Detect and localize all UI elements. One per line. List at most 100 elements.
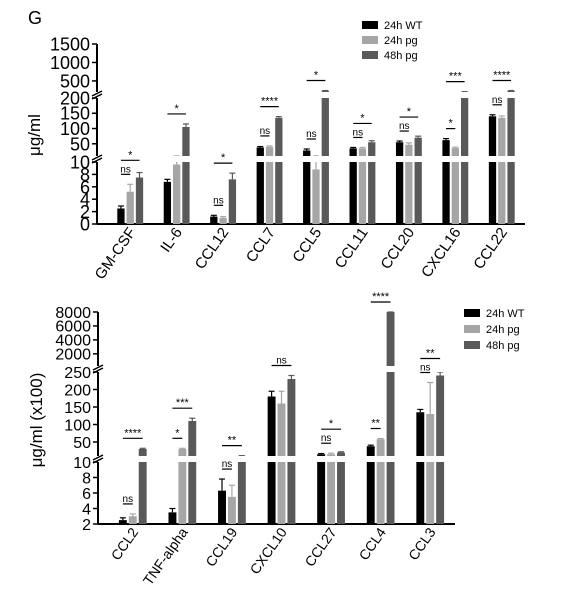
legend-swatch	[362, 21, 378, 29]
bar	[426, 414, 435, 524]
y-tick-label: 6	[80, 177, 90, 197]
axis-break-mark	[92, 454, 104, 461]
significance-label: *	[128, 149, 133, 161]
bar-break	[208, 92, 239, 98]
significance-label: *	[407, 106, 412, 118]
y-tick-label: 8	[82, 470, 91, 487]
y-tick-label: 1000	[50, 53, 90, 73]
bar-break	[265, 456, 298, 462]
category-label: CXCL10	[246, 524, 290, 577]
bar	[228, 179, 237, 224]
bar-break	[414, 456, 447, 462]
y-tick-label: 1500	[50, 34, 90, 54]
category-label: CCL4	[355, 524, 389, 563]
bar-break	[208, 156, 239, 162]
bar	[414, 137, 422, 224]
legend-swatch	[464, 325, 480, 333]
bar	[386, 312, 395, 524]
significance-label: ****	[493, 70, 511, 82]
y-tick-label: 10	[73, 455, 91, 472]
category-label: TNF-alpha	[140, 524, 191, 588]
category-label: CCL11	[332, 225, 372, 272]
y-tick-label: 2000	[55, 347, 91, 364]
bar-break	[216, 456, 248, 462]
significance-label: ns	[260, 126, 271, 137]
bar	[218, 490, 226, 524]
significance-label: ns	[276, 356, 287, 367]
y-tick-label: 4000	[55, 333, 91, 350]
bar	[227, 496, 236, 524]
bar	[128, 516, 137, 524]
bar	[237, 455, 246, 524]
bar	[405, 144, 413, 224]
legend-label: 24h WT	[486, 308, 525, 320]
y-tick-label: 500	[60, 71, 90, 91]
category-label: IL-6	[157, 225, 186, 256]
category-label: CCL5	[289, 225, 325, 266]
bar	[358, 148, 367, 224]
bar-break	[393, 156, 424, 162]
y-tick-label: 2	[80, 202, 90, 222]
legend-label: 48h pg	[486, 340, 520, 352]
bar	[163, 181, 172, 224]
bar	[395, 142, 404, 224]
y-tick-label: 4	[80, 190, 90, 210]
significance-label: ***	[449, 71, 463, 83]
bar-break	[315, 456, 347, 462]
bar	[349, 148, 357, 224]
y-tick-label: 10	[70, 152, 90, 172]
bar-break	[265, 366, 298, 372]
bar	[277, 403, 286, 524]
legend-swatch	[464, 341, 480, 349]
y-tick-label: 8000	[55, 305, 91, 322]
significance-label: *	[314, 70, 319, 82]
category-label: CCL7	[243, 225, 279, 266]
legend-swatch	[464, 309, 480, 317]
significance-label: ns	[321, 433, 332, 444]
significance-label: *	[221, 152, 226, 164]
significance-label: *	[175, 427, 180, 439]
significance-label: ****	[372, 291, 390, 303]
bar	[368, 142, 376, 224]
y-tick-label: 200	[60, 88, 90, 108]
axis-break-mark	[91, 154, 103, 161]
axis-break-mark	[92, 367, 104, 374]
bar	[118, 520, 127, 524]
bar-break	[166, 366, 199, 372]
y-tick-label: 100	[60, 119, 90, 139]
panel-letter: G	[28, 8, 43, 28]
bar-break	[364, 456, 397, 462]
bar	[317, 454, 326, 524]
significance-label: ***	[176, 397, 190, 409]
y-tick-label: 2	[82, 517, 91, 534]
bar-break	[486, 92, 517, 98]
category-label: CCL12	[192, 225, 233, 273]
bar	[366, 446, 375, 524]
y-tick-label: 50	[73, 435, 91, 452]
bar-break	[364, 366, 397, 372]
y-tick-label: 0	[80, 214, 90, 234]
significance-label: **	[426, 348, 435, 360]
bar	[188, 421, 197, 524]
category-label: CCL20	[377, 225, 418, 273]
bar	[287, 379, 296, 524]
bar	[416, 412, 425, 524]
bar	[173, 164, 181, 224]
y-tick-label: 8	[80, 165, 90, 185]
legend-swatch	[362, 51, 378, 59]
bar	[451, 148, 459, 224]
bar-break	[347, 92, 378, 98]
bar	[138, 449, 147, 524]
y-tick-label: 150	[60, 104, 90, 124]
bar	[256, 147, 264, 224]
significance-label: **	[228, 435, 237, 447]
bar	[303, 150, 311, 224]
y-tick-label: 200	[64, 382, 91, 399]
significance-label: ns	[306, 129, 317, 140]
bar	[168, 512, 177, 524]
significance-label: ns	[222, 459, 233, 470]
axis-break-mark	[91, 90, 103, 97]
y-axis-label: μg/ml (x100)	[27, 373, 46, 468]
